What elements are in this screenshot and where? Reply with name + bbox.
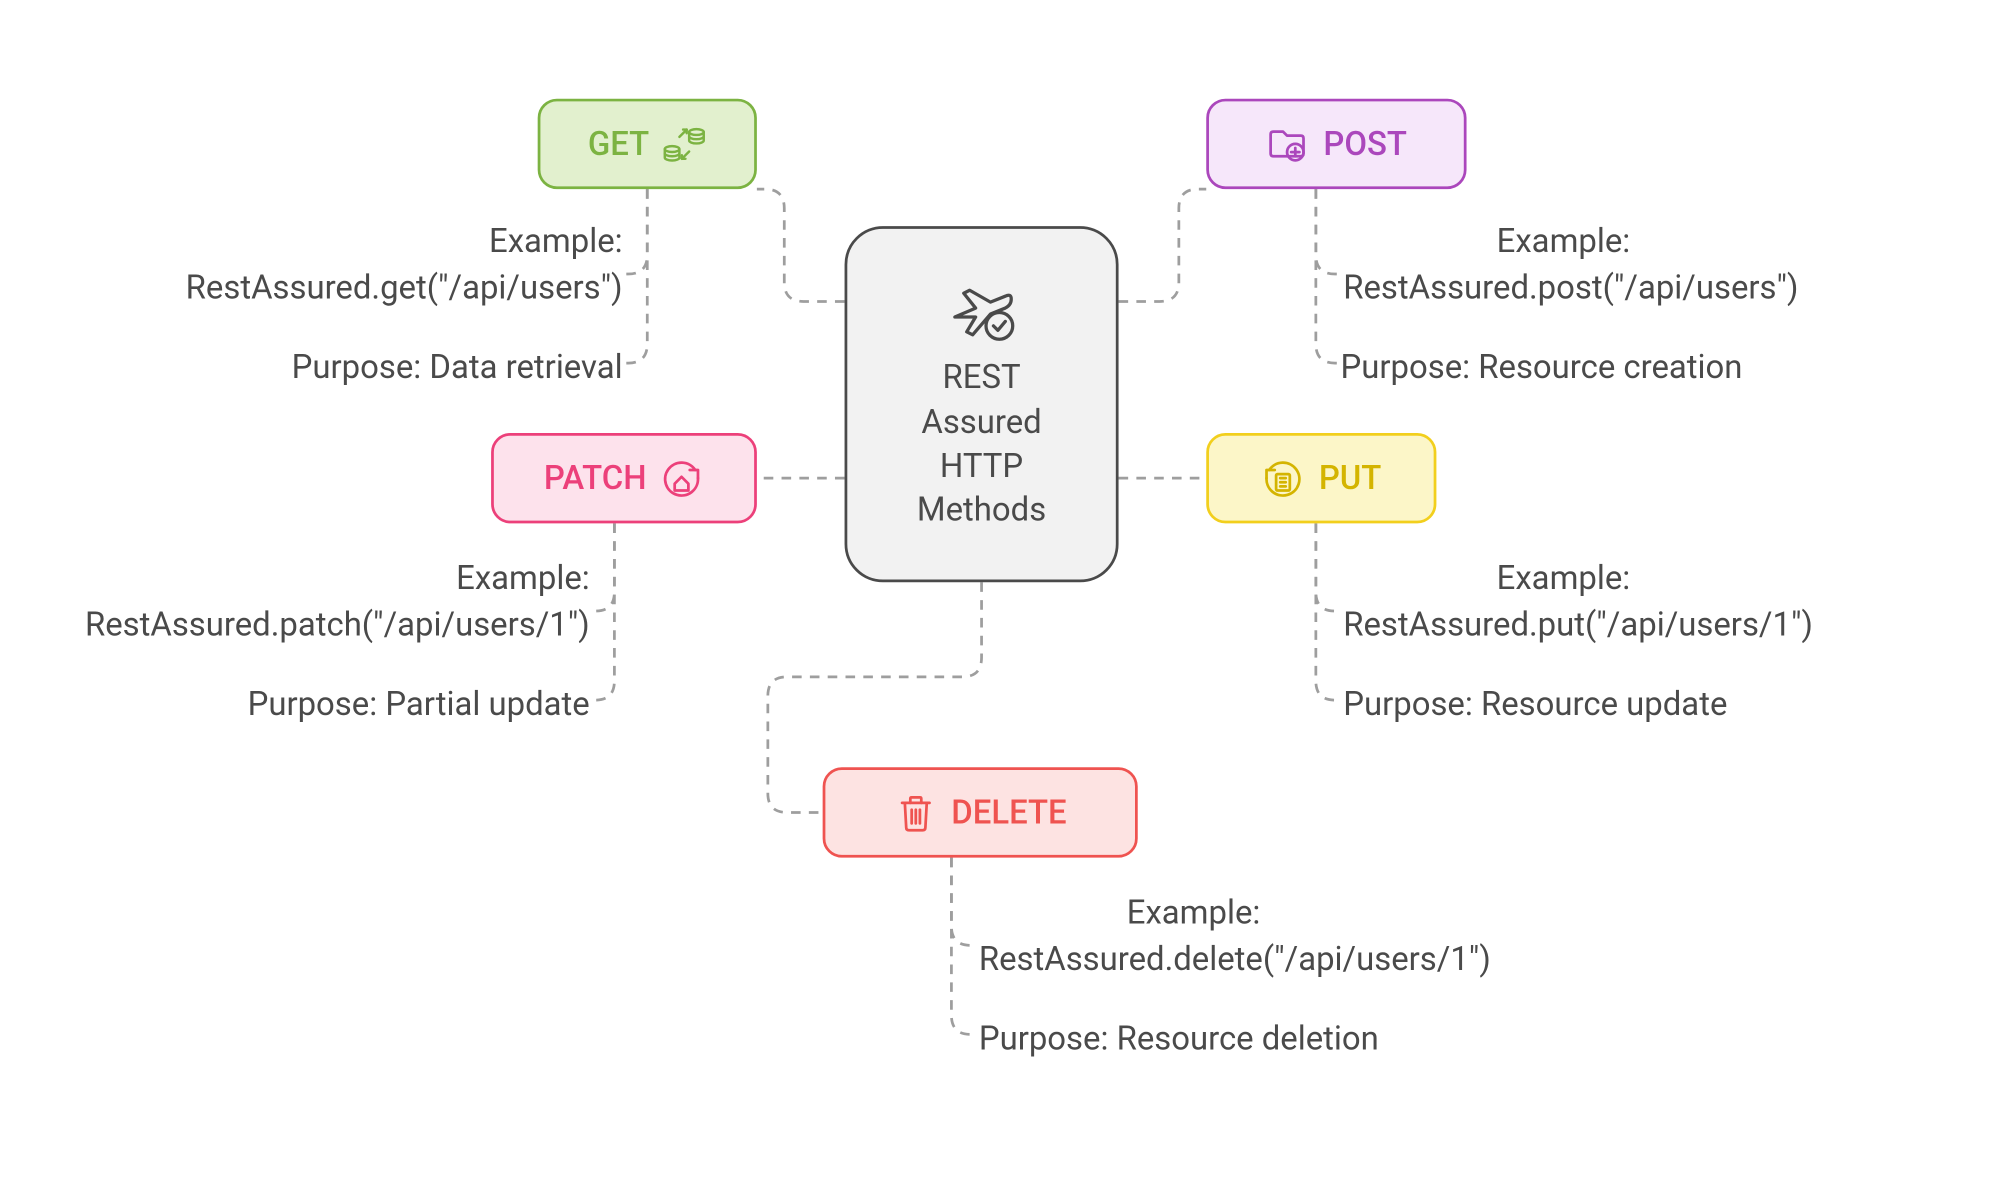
refresh-building-icon bbox=[1261, 456, 1305, 500]
post-example-title: Example: bbox=[1497, 222, 1631, 260]
purpose-text: Resource update bbox=[1481, 685, 1727, 723]
get-purpose: Purpose: Data retrieval bbox=[292, 348, 623, 386]
method-label: DELETE bbox=[951, 793, 1066, 831]
diagram-canvas: REST Assured HTTP Methods GET Example: R… bbox=[1, 0, 1996, 1192]
post-purpose: Purpose: Resource creation bbox=[1341, 348, 1743, 386]
airplane-check-icon bbox=[946, 276, 1017, 347]
center-line: REST bbox=[917, 355, 1046, 399]
center-line: Methods bbox=[917, 488, 1046, 532]
patch-purpose: Purpose: Partial update bbox=[248, 685, 590, 723]
method-label: PUT bbox=[1319, 459, 1382, 497]
method-node-delete: DELETE bbox=[823, 767, 1138, 857]
method-node-put: PUT bbox=[1206, 433, 1436, 523]
connector-layer bbox=[1, 0, 1996, 1192]
purpose-text: Data retrieval bbox=[429, 348, 622, 386]
purpose-prefix: Purpose: bbox=[1343, 685, 1473, 723]
method-label: POST bbox=[1323, 125, 1407, 163]
post-example: RestAssured.post("/api/users") bbox=[1343, 269, 1798, 307]
patch-example-title: Example: bbox=[456, 559, 590, 597]
delete-example-title: Example: bbox=[1127, 893, 1261, 931]
folder-plus-icon bbox=[1266, 122, 1310, 166]
purpose-prefix: Purpose: bbox=[248, 685, 378, 723]
purpose-text: Resource deletion bbox=[1117, 1019, 1379, 1057]
put-example-title: Example: bbox=[1497, 559, 1631, 597]
center-line: Assured bbox=[917, 400, 1046, 444]
purpose-prefix: Purpose: bbox=[292, 348, 422, 386]
purpose-prefix: Purpose: bbox=[979, 1019, 1109, 1057]
method-node-post: POST bbox=[1206, 99, 1466, 189]
center-node: REST Assured HTTP Methods bbox=[845, 226, 1119, 582]
get-example-title: Example: bbox=[489, 222, 623, 260]
patch-example: RestAssured.patch("/api/users/1") bbox=[85, 606, 590, 644]
center-title: REST Assured HTTP Methods bbox=[917, 355, 1046, 533]
delete-example: RestAssured.delete("/api/users/1") bbox=[979, 940, 1491, 978]
method-node-patch: PATCH bbox=[491, 433, 757, 523]
put-purpose: Purpose: Resource update bbox=[1343, 685, 1727, 723]
method-label: PATCH bbox=[544, 459, 647, 497]
refresh-home-icon bbox=[660, 456, 704, 500]
purpose-text: Partial update bbox=[385, 685, 589, 723]
method-label: GET bbox=[588, 125, 649, 163]
database-sync-icon bbox=[663, 122, 707, 166]
center-line: HTTP bbox=[917, 444, 1046, 488]
put-example: RestAssured.put("/api/users/1") bbox=[1343, 606, 1813, 644]
purpose-prefix: Purpose: bbox=[1341, 348, 1471, 386]
get-example: RestAssured.get("/api/users") bbox=[186, 269, 623, 307]
trash-icon bbox=[894, 791, 938, 835]
purpose-text: Resource creation bbox=[1478, 348, 1742, 386]
method-node-get: GET bbox=[538, 99, 757, 189]
delete-purpose: Purpose: Resource deletion bbox=[979, 1019, 1379, 1057]
